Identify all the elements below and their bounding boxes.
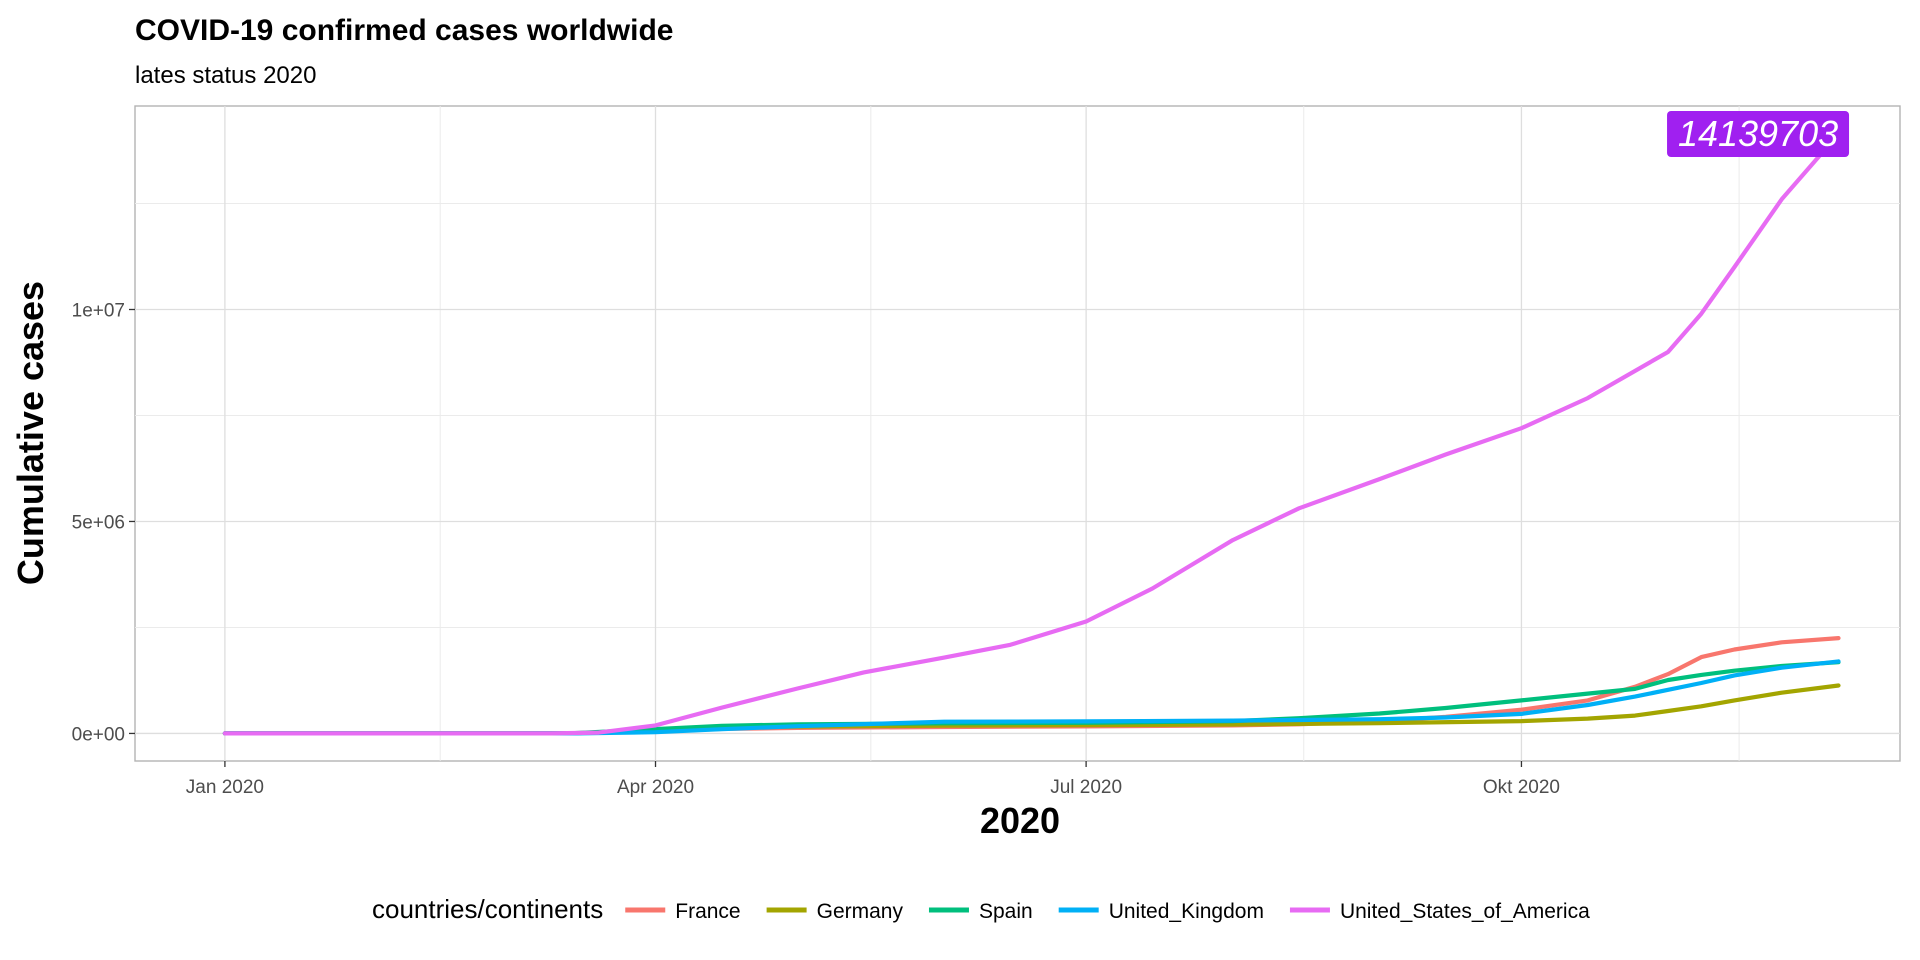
y-tick-label: 0e+00 (72, 724, 125, 745)
x-tick-label: Okt 2020 (1483, 777, 1560, 798)
legend-label: Germany (817, 900, 904, 923)
series-lines (222, 131, 1841, 736)
x-tick-label: Jul 2020 (1050, 777, 1122, 798)
x-axis-ticks: Jan 2020 Apr 2020 Jul 2020 Okt 2020 (186, 761, 1560, 798)
callout-label: 14139703 (1678, 113, 1838, 154)
y-axis-ticks: 0e+00 5e+06 1e+07 (72, 300, 135, 745)
series-line-united-kingdom (222, 659, 1841, 736)
legend: countries/continents France Germany Spain U… (372, 894, 1590, 924)
y-axis-title: Cumulative cases (10, 281, 51, 585)
series-line-spain (222, 660, 1841, 736)
y-tick-label: 5e+06 (72, 512, 125, 533)
x-axis-title: 2020 (980, 800, 1060, 841)
legend-label: United_Kingdom (1109, 900, 1264, 923)
plot-panel (134, 105, 1901, 762)
chart-title: COVID-19 confirmed cases worldwide (135, 14, 674, 47)
callout-box (1667, 110, 1850, 157)
x-tick-label: Apr 2020 (617, 777, 694, 798)
x-tick-label: Jan 2020 (186, 777, 264, 798)
minor-gridlines (135, 106, 1900, 761)
series-line-united-states-of-america (222, 131, 1841, 736)
y-tick-label: 1e+07 (72, 300, 125, 321)
legend-title: countries/continents (372, 894, 603, 924)
value-callout: 14139703 (1667, 110, 1850, 157)
legend-label: France (675, 900, 740, 923)
legend-label: United_States_of_America (1340, 900, 1590, 923)
chart-subtitle: lates status 2020 (135, 62, 316, 89)
legend-label: Spain (979, 900, 1033, 923)
